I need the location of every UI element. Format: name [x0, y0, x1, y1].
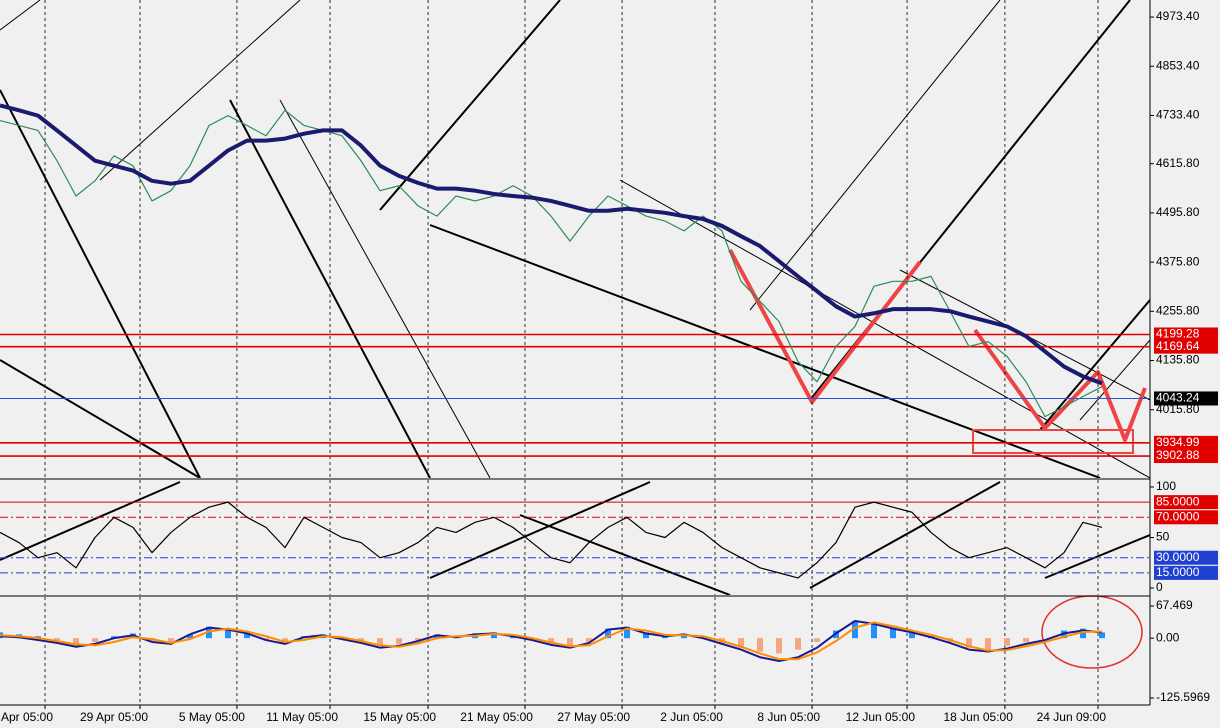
- series-line: [0, 621, 1103, 661]
- histogram-bar: [605, 628, 611, 639]
- series-line: [0, 109, 1103, 418]
- level-label-box: [1154, 327, 1218, 342]
- level-label: 70.0000: [1156, 509, 1200, 523]
- series-line: [0, 620, 1103, 663]
- x-tick-label: 18 Jun 05:00: [944, 710, 1014, 724]
- histogram-bar: [168, 638, 174, 644]
- x-tick-label: 2 Jun 05:00: [660, 710, 723, 724]
- level-label-box: [1154, 449, 1218, 464]
- y-tick-label: 4973.40: [1156, 9, 1200, 23]
- histogram-bar: [776, 638, 782, 654]
- y-tick-label: 50: [1156, 530, 1170, 544]
- histogram-bar: [92, 638, 98, 642]
- histogram-bar: [985, 638, 991, 650]
- level-label-box: [1154, 565, 1218, 580]
- x-tick-label: 27 May 05:00: [557, 710, 630, 724]
- level-label: 15.0000: [1156, 565, 1200, 579]
- histogram-bar: [73, 638, 79, 644]
- level-label-box: [1154, 435, 1218, 450]
- histogram-bar: [795, 638, 801, 650]
- level-label-box: [1154, 510, 1218, 525]
- histogram-bar: [548, 638, 554, 644]
- histogram-bar: [643, 632, 649, 639]
- histogram-bar: [415, 638, 421, 641]
- histogram-bar: [871, 622, 877, 639]
- level-label-box: [1154, 550, 1218, 565]
- histogram-bar: [244, 632, 250, 639]
- series-line: [0, 103, 1103, 386]
- histogram-bar: [966, 638, 972, 648]
- histogram-bar: [738, 638, 744, 648]
- level-label-box: [1154, 339, 1218, 354]
- level-label: 3934.99: [1156, 435, 1200, 449]
- y-tick-label: 67.469: [1156, 598, 1193, 612]
- histogram-bar: [1004, 638, 1010, 646]
- y-tick-label: 0: [1156, 580, 1163, 594]
- x-tick-label: 5 May 05:00: [179, 710, 245, 724]
- y-tick-label: -125.5969: [1156, 690, 1210, 704]
- histogram-bar: [814, 638, 820, 642]
- x-tick-label: Apr 05:00: [1, 710, 53, 724]
- y-tick-label: 4135.80: [1156, 353, 1200, 367]
- y-tick-label: 4733.40: [1156, 108, 1200, 122]
- level-label-box: [1154, 495, 1218, 510]
- histogram-bar: [852, 621, 858, 639]
- level-label: 3902.88: [1156, 448, 1200, 462]
- stoch-trend-lines: [0, 481, 1150, 595]
- y-tick-label: 4615.80: [1156, 156, 1200, 170]
- level-label: 30.0000: [1156, 550, 1200, 564]
- series-line: [0, 501, 1103, 579]
- histogram-bar: [491, 632, 497, 639]
- histogram-bar: [567, 638, 573, 646]
- histogram-bar: [909, 632, 915, 639]
- histogram-bar: [1080, 628, 1086, 639]
- highlight-box: [972, 429, 1134, 454]
- histogram-bar: [1099, 632, 1105, 639]
- histogram-bar: [225, 628, 231, 639]
- y-tick-label: 4495.80: [1156, 205, 1200, 219]
- y-tick-label: 4255.80: [1156, 303, 1200, 317]
- histogram-bar: [757, 638, 763, 652]
- x-tick-label: 8 Jun 05:00: [757, 710, 820, 724]
- y-tick-label: 100: [1156, 479, 1176, 493]
- x-tick-label: 12 Jun 05:00: [846, 710, 916, 724]
- level-label: 4043.24: [1156, 391, 1200, 405]
- histogram-bar: [396, 638, 402, 644]
- histogram-bar: [624, 626, 630, 639]
- x-tick-label: 15 May 05:00: [363, 710, 436, 724]
- histogram-bar: [377, 638, 383, 646]
- level-label: 4199.28: [1156, 327, 1200, 341]
- histogram-bar: [890, 628, 896, 639]
- histogram-bar: [187, 634, 193, 639]
- level-label: 4169.64: [1156, 339, 1200, 353]
- x-tick-label: 21 May 05:00: [460, 710, 533, 724]
- x-tick-label: 11 May 05:00: [266, 710, 338, 724]
- y-tick-label: 4853.40: [1156, 58, 1200, 72]
- y-tick-label: 4375.80: [1156, 254, 1200, 268]
- x-tick-label: 29 Apr 05:00: [80, 710, 148, 724]
- x-tick-label: 24 Jun 09:00: [1037, 710, 1107, 724]
- histogram-bar: [586, 638, 592, 642]
- level-label-box: [1154, 391, 1218, 406]
- y-tick-label: 0.00: [1156, 630, 1180, 644]
- histogram-bar: [1023, 638, 1029, 642]
- level-label: 85.0000: [1156, 494, 1200, 508]
- histogram-bar: [54, 638, 60, 641]
